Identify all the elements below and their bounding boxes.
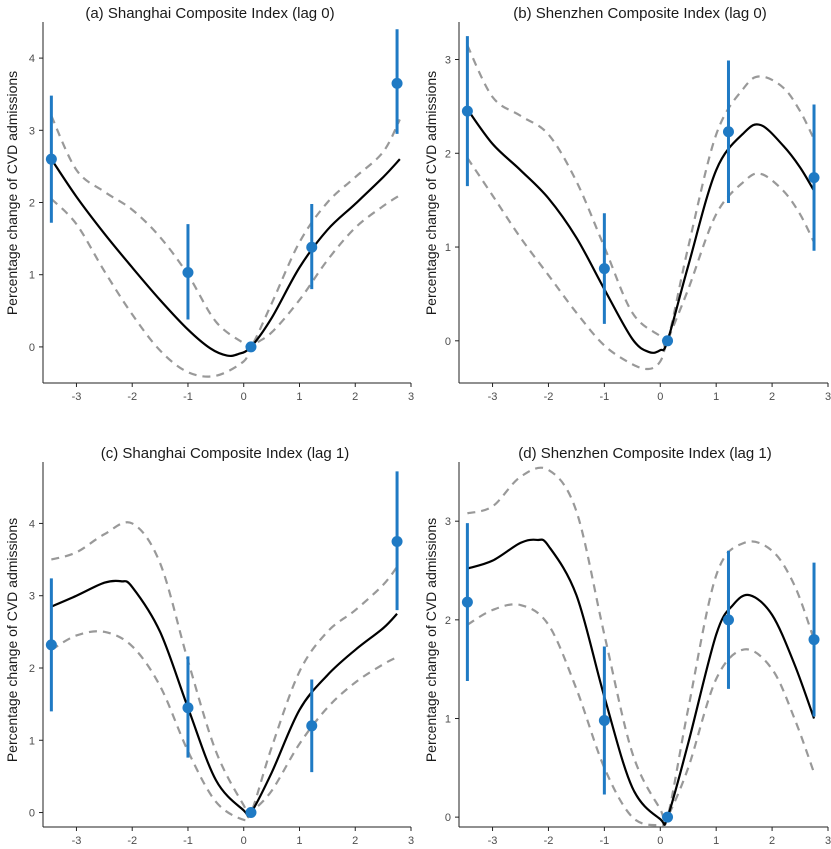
panel-c-estimate-point (391, 536, 403, 548)
panel-c-x-tick-label: 2 (352, 835, 358, 847)
panel-a-y-tick-label: 4 (29, 53, 35, 65)
panel-c-y-tick-label: 1 (29, 735, 35, 747)
panel-c-x-tick-label: 3 (408, 835, 414, 847)
panel-a-estimate-point (182, 267, 194, 279)
panel-d-y-tick-label: 2 (445, 615, 451, 627)
panel-c-x-tick-label: 0 (241, 835, 247, 847)
panel-a-estimate-point (45, 153, 57, 165)
panel-d-x-tick-label: 3 (825, 835, 831, 847)
panel-a-y-tick-label: 2 (29, 198, 35, 210)
panel-b-title: (b) Shenzhen Composite Index (lag 0) (513, 5, 766, 22)
panel-a-estimate-point (391, 77, 403, 89)
panel-d-fit-curve (467, 538, 816, 826)
panel-c-estimate-point (45, 639, 57, 651)
panel-a: (a) Shanghai Composite Index (lag 0) Per… (4, 5, 414, 403)
panel-a-x-tick-label: 3 (408, 391, 414, 403)
panel-d-x-tick-label: 1 (713, 835, 719, 847)
panel-d-x-tick-label: -2 (544, 835, 554, 847)
panel-d-estimate-point (808, 634, 820, 646)
panel-d-estimate-point (598, 714, 610, 726)
panel-b-x-tick-label: 2 (769, 391, 775, 403)
panel-c-fit-curve (50, 579, 398, 818)
panel-c-ci-lower (50, 630, 398, 822)
panel-d: (d) Shenzhen Composite Index (lag 1) Per… (423, 445, 831, 847)
panel-c-y-tick-label: 3 (29, 591, 35, 603)
panel-b-estimate-point (808, 172, 820, 184)
panel-c-ylabel: Percentage change of CVD admissions (4, 518, 20, 762)
panel-b-x-tick-label: -3 (488, 391, 498, 403)
panel-d-y-tick-label: 1 (445, 713, 451, 725)
panel-d-x-tick-label: 0 (657, 835, 663, 847)
panel-c-y-tick-label: 0 (29, 808, 35, 820)
panel-a-x-tick-label: -2 (127, 391, 137, 403)
panel-b-fit-curve (466, 108, 815, 354)
panel-d-y-tick-label: 0 (445, 812, 451, 824)
panel-d-ci-upper (467, 466, 816, 826)
panel-a-ylabel: Percentage change of CVD admissions (4, 71, 20, 315)
panel-a-estimate-point (245, 341, 257, 353)
panel-b-x-tick-label: -1 (599, 391, 609, 403)
panel-a-x-tick-label: 1 (296, 391, 302, 403)
panel-a-y-tick-label: 1 (29, 270, 35, 282)
panel-c-ci-upper (51, 521, 398, 819)
panel-c-x-tick-label: -2 (127, 835, 137, 847)
panel-c-estimate-point (306, 720, 318, 732)
panel-c-title: (c) Shanghai Composite Index (lag 1) (101, 445, 349, 462)
panel-a-y-tick-label: 0 (29, 342, 35, 354)
panel-a-estimate-point (306, 241, 318, 253)
panel-b-y-tick-label: 0 (445, 336, 451, 348)
panel-a-ci-upper (50, 115, 401, 351)
panel-b-ci-upper (466, 44, 816, 349)
panel-d-estimate-point (722, 614, 734, 626)
panel-c-x-tick-label: 1 (296, 835, 302, 847)
panel-d-ci-lower (466, 603, 816, 827)
panel-b-estimate-point (598, 263, 610, 275)
panel-d-ylabel: Percentage change of CVD admissions (423, 518, 439, 762)
panel-b-ylabel: Percentage change of CVD admissions (423, 71, 439, 315)
panel-d-title: (d) Shenzhen Composite Index (lag 1) (518, 445, 771, 462)
panel-b-estimate-point (662, 335, 674, 347)
panel-c-x-tick-label: -3 (72, 835, 82, 847)
panel-d-estimate-point (662, 811, 674, 823)
panel-c-y-tick-label: 4 (29, 518, 35, 530)
panel-c-estimate-point (182, 702, 194, 714)
panel-b: (b) Shenzhen Composite Index (lag 0) Per… (423, 5, 831, 403)
panel-c: (c) Shanghai Composite Index (lag 1) Per… (4, 445, 414, 847)
panel-d-y-tick-label: 3 (445, 516, 451, 528)
panel-b-y-tick-label: 1 (445, 242, 451, 254)
panel-b-ci-lower (466, 157, 816, 371)
panel-a-x-tick-label: -1 (183, 391, 193, 403)
panel-d-estimate-point (461, 596, 473, 608)
panel-a-x-tick-label: 0 (241, 391, 247, 403)
panel-a-x-tick-label: -3 (72, 391, 82, 403)
panel-b-y-tick-label: 3 (445, 55, 451, 67)
panel-a-title: (a) Shanghai Composite Index (lag 0) (85, 5, 334, 22)
panel-d-x-tick-label: -3 (488, 835, 498, 847)
panel-c-y-tick-label: 2 (29, 663, 35, 675)
panel-a-fit-curve (50, 158, 401, 358)
panel-a-ci-lower (50, 194, 401, 378)
panel-c-x-tick-label: -1 (183, 835, 193, 847)
panel-b-estimate-point (722, 126, 734, 138)
panel-d-x-tick-label: 2 (769, 835, 775, 847)
panel-a-x-tick-label: 2 (352, 391, 358, 403)
panel-b-x-tick-label: 3 (825, 391, 831, 403)
panel-a-y-tick-label: 3 (29, 125, 35, 137)
panel-c-estimate-point (245, 807, 257, 819)
panel-d-x-tick-label: -1 (599, 835, 609, 847)
panel-b-y-tick-label: 2 (445, 148, 451, 160)
panel-b-x-tick-label: -2 (544, 391, 554, 403)
panel-b-estimate-point (461, 105, 473, 117)
panel-b-x-tick-label: 0 (657, 391, 663, 403)
panel-b-x-tick-label: 1 (713, 391, 719, 403)
